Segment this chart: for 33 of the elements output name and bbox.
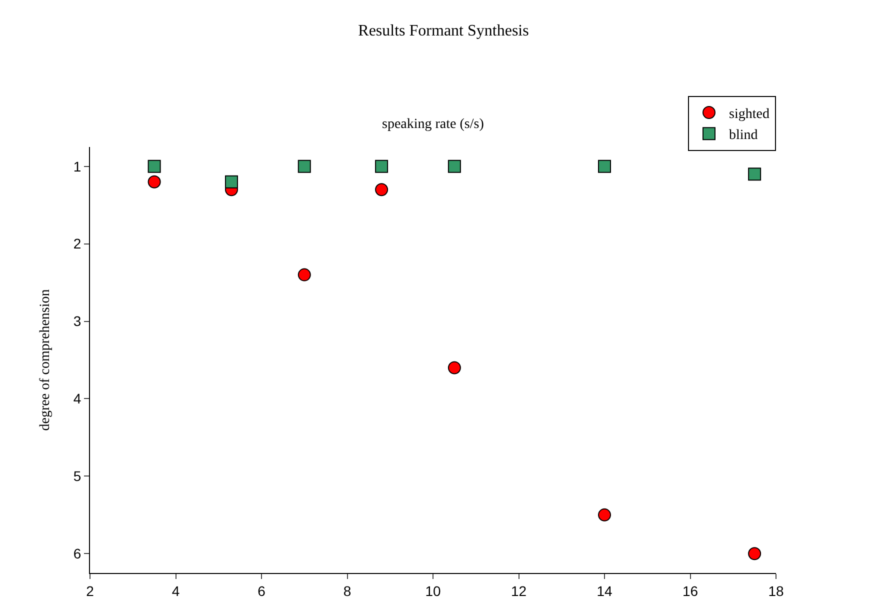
x-tick-label: 14 (596, 582, 612, 599)
x-tick-label: 18 (768, 582, 784, 599)
y-tick-label: 5 (73, 468, 82, 484)
y-tick-label: 4 (73, 390, 82, 407)
point (148, 175, 161, 188)
point (748, 168, 762, 181)
x-tick-label: 4 (172, 582, 180, 599)
point (375, 160, 388, 173)
legend-label: blind (729, 128, 758, 144)
point (598, 508, 611, 522)
point (598, 160, 611, 173)
x-tick-label: 16 (682, 582, 698, 599)
x-tick-label: 6 (258, 582, 266, 599)
y-tick-label: 3 (73, 313, 82, 330)
point (148, 160, 161, 173)
y-tick-label: 1 (73, 158, 82, 174)
point (748, 547, 762, 560)
y-axis-title: degree of comprehension (38, 289, 54, 431)
point (448, 361, 461, 374)
point (224, 175, 238, 188)
x-axis-title: speaking rate (s/s) (382, 117, 484, 132)
y-tick-label: 6 (73, 546, 82, 562)
x-tick-label: 8 (343, 582, 352, 599)
x-tick-label: 2 (86, 582, 94, 599)
chart-title: Results Formant Synthesis (358, 22, 529, 40)
x-tick-label: 12 (510, 582, 527, 599)
point (298, 160, 311, 173)
legend-label: sighted (729, 106, 770, 122)
x-tick-label: 10 (425, 582, 441, 599)
point (448, 160, 461, 173)
y-tick-label: 2 (73, 236, 82, 252)
point (375, 183, 388, 196)
point (298, 268, 311, 282)
